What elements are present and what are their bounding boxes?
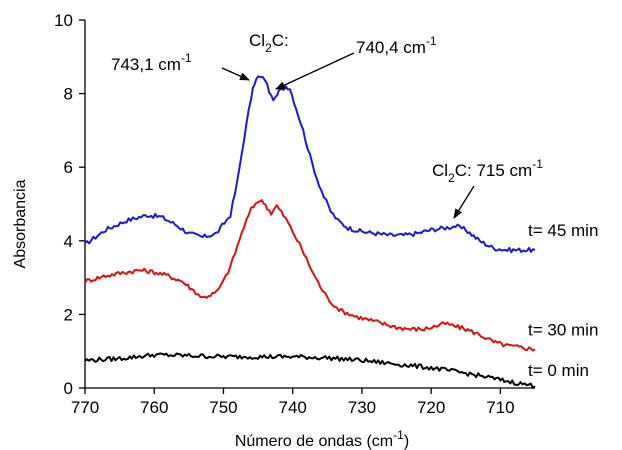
x-axis-title: Número de ondas (cm-1) [235,428,409,450]
annotation-clc-label: Cl2C: [249,31,289,55]
series-layer [84,75,536,389]
series-line-1 [84,199,536,352]
y-tick-label: 8 [64,85,73,104]
annotation-743-label: 743,1 cm-1 [111,51,192,74]
plot-axes [84,20,535,389]
annotation-740-label: 740,4 cm-1 [356,34,437,57]
y-axis-title: Absorbancia [12,179,29,268]
x-tick-label: 770 [71,398,99,417]
x-tick-label: 760 [140,398,168,417]
x-tick-label: 740 [279,398,307,417]
y-tick-label: 10 [54,11,73,30]
series-line-2 [84,352,536,389]
x-tick-label: 720 [417,398,445,417]
annotation-715-label: Cl2C: 715 cm-1 [432,157,543,185]
series-labels: t= 45 min t= 30 min t= 0 min [528,221,598,380]
annotation-743-arrow [221,67,250,81]
annotation-715-arrow [453,185,475,219]
x-tick-label: 710 [486,398,514,417]
y-ticks: 0 2 4 6 8 10 [54,11,85,398]
series-line-0 [84,75,536,254]
y-tick-label: 4 [64,232,73,251]
series-label-0: t= 45 min [528,221,598,240]
x-tick-label: 730 [348,398,376,417]
series-label-1: t= 30 min [528,320,598,339]
series-label-2: t= 0 min [528,361,589,380]
annotation-740-arrow [275,52,355,90]
y-tick-label: 6 [64,158,73,177]
x-ticks: 770 760 750 740 730 720 710 [71,388,515,417]
x-tick-label: 750 [209,398,237,417]
y-tick-label: 2 [64,305,73,324]
y-tick-label: 0 [64,379,73,398]
